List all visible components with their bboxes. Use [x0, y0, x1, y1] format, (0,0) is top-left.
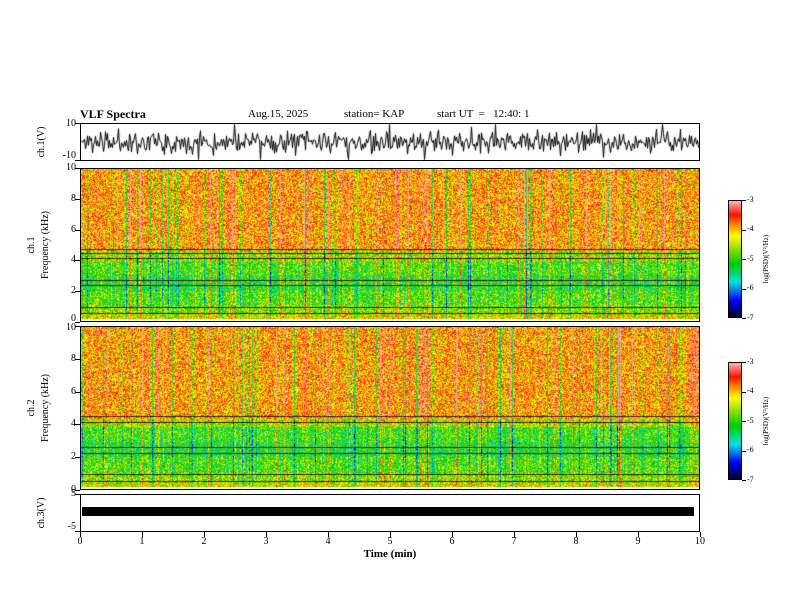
header-station: station= KAP: [344, 108, 405, 120]
cb1-tick: -7: [747, 313, 754, 322]
x-tick-label: 9: [635, 536, 641, 547]
x-tick-label: 3: [263, 536, 269, 547]
tick-mark: [75, 326, 80, 327]
tick-mark: [266, 532, 267, 537]
tick-mark: [742, 289, 746, 290]
x-tick-label: 1: [139, 536, 145, 547]
spec1-channel-label: ch.1: [26, 236, 37, 254]
wave-ytick-bottom: -10: [62, 150, 76, 161]
tick-mark: [75, 168, 80, 169]
tick-mark: [328, 532, 329, 537]
cb1-tick: -6: [747, 283, 754, 292]
tick-mark: [742, 392, 746, 393]
cb2-label: log(PSD)(V²/Hz): [762, 396, 770, 446]
tick-mark: [390, 532, 391, 537]
tick-mark: [75, 490, 80, 491]
tick-mark: [576, 532, 577, 537]
tick-mark: [75, 199, 80, 200]
tick-mark: [514, 532, 515, 537]
x-tick-label: 6: [449, 536, 455, 547]
cb2-tick: -7: [747, 475, 754, 484]
ch1-spectrogram-canvas: [81, 169, 699, 321]
cb2-tick: -5: [747, 416, 754, 425]
cb2-tick: -6: [747, 445, 754, 454]
tick-mark: [75, 230, 80, 231]
x-tick-label: 4: [325, 536, 331, 547]
spec1-ytick: 10: [66, 162, 76, 173]
spec1-ytick: 8: [71, 193, 76, 204]
ch2-spectrogram-panel: [80, 326, 700, 490]
ch1-wave-ylabel: ch.1(V): [36, 126, 47, 158]
tick-mark: [75, 494, 80, 495]
tick-mark: [742, 200, 746, 201]
tick-mark: [204, 532, 205, 537]
tick-mark: [75, 457, 80, 458]
ch3-ytick-top: 5: [71, 488, 76, 499]
ch1-spectrogram-panel: [80, 168, 700, 322]
ch3-ylabel: ch.3(V): [36, 497, 47, 529]
spec1-freq-label: Frequency (kHz): [40, 210, 51, 280]
spec2-freq-label: Frequency (kHz): [40, 373, 51, 443]
colorbar-spec1: [728, 200, 742, 318]
cb2-tick: -3: [747, 357, 754, 366]
x-tick-label: 0: [77, 536, 83, 547]
x-tick-label: 8: [573, 536, 579, 547]
tick-mark: [75, 260, 80, 261]
tick-mark: [742, 259, 746, 260]
ch2-spectrogram-canvas: [81, 327, 699, 489]
spec2-ytick: 8: [71, 353, 76, 364]
tick-mark: [742, 230, 746, 231]
tick-mark: [75, 160, 80, 161]
tick-mark: [75, 531, 80, 532]
tick-mark: [742, 318, 746, 319]
cb1-label: log(PSD)(V²/Hz): [762, 234, 770, 284]
tick-mark: [75, 359, 80, 360]
tick-mark: [75, 322, 80, 323]
tick-mark: [742, 362, 746, 363]
ch3-ytick-bottom: -5: [67, 521, 76, 532]
tick-mark: [75, 392, 80, 393]
spec2-ytick: 2: [71, 451, 76, 462]
tick-mark: [742, 451, 746, 452]
tick-mark: [452, 532, 453, 537]
ch3-panel: [80, 494, 700, 532]
cb1-tick: -4: [747, 224, 754, 233]
tick-mark: [742, 421, 746, 422]
header-date: Aug.15, 2025: [248, 108, 309, 120]
tick-mark: [75, 123, 80, 124]
spec1-ytick: 4: [71, 254, 76, 265]
spec2-ytick: 6: [71, 386, 76, 397]
spec2-ytick: 10: [66, 322, 76, 333]
cb1-tick: -3: [747, 195, 754, 204]
spec2-ytick: 0: [71, 484, 76, 495]
x-tick-label: 5: [387, 536, 393, 547]
spec1-ytick: 2: [71, 285, 76, 296]
cb2-tick: -4: [747, 386, 754, 395]
header-start-ut: start UT = 12:40: 1: [437, 108, 530, 120]
spec1-ytick: 6: [71, 224, 76, 235]
x-tick-label: 7: [511, 536, 517, 547]
wave-ytick-top: 10: [66, 118, 76, 129]
tick-mark: [700, 532, 701, 537]
x-tick-label: 2: [201, 536, 207, 547]
colorbar-spec2: [728, 362, 742, 480]
tick-mark: [75, 291, 80, 292]
ch3-saturated-bar: [82, 507, 694, 516]
tick-mark: [742, 480, 746, 481]
tick-mark: [80, 532, 81, 537]
ch1-waveform-panel: [80, 123, 700, 161]
tick-mark: [638, 532, 639, 537]
page-title: VLF Spectra: [80, 107, 146, 121]
tick-mark: [142, 532, 143, 537]
spec2-ytick: 4: [71, 418, 76, 429]
tick-mark: [75, 424, 80, 425]
spec1-ytick: 0: [71, 313, 76, 324]
x-tick-label: 10: [695, 536, 705, 547]
x-axis-label: Time (min): [363, 548, 417, 560]
ch1-waveform-canvas: [81, 124, 699, 160]
spec2-channel-label: ch.2: [26, 399, 37, 417]
cb1-tick: -5: [747, 254, 754, 263]
